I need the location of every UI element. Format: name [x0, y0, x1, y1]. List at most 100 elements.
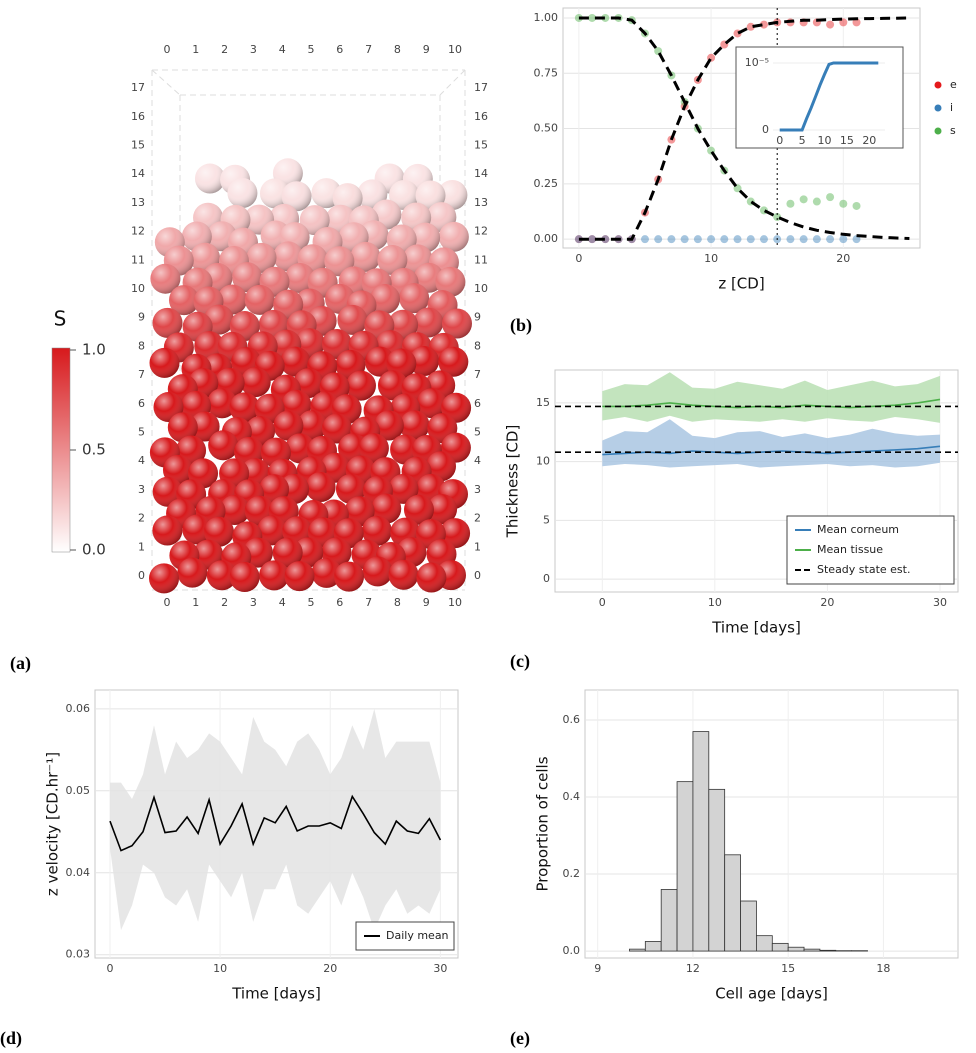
cell-shade: [177, 557, 208, 588]
x-tick-label: 6: [336, 43, 343, 56]
y-tick-label: 5: [138, 426, 145, 439]
x-tick-label: 4: [279, 43, 286, 56]
y-tick-label: 1: [474, 540, 481, 553]
x-tick-label: 1: [192, 43, 199, 56]
x-tick-label: 6: [336, 596, 343, 609]
y-tick-label: 13: [474, 196, 488, 209]
y-tick-label: 8: [474, 339, 481, 352]
y-tick-label: 0: [543, 572, 550, 585]
cell-shade: [232, 262, 263, 293]
y-tick-label: 4: [138, 454, 145, 467]
bar: [756, 935, 773, 952]
y-tick-label: 0.0: [563, 944, 581, 957]
y-tick-label: 1: [138, 540, 145, 553]
point: [588, 235, 597, 244]
y-tick-label: 8: [138, 339, 145, 352]
y-axis-title: Proportion of cells: [534, 756, 552, 891]
x-tick-label: 30: [933, 596, 947, 609]
cell-shade: [388, 473, 419, 504]
y-tick-label: 12: [474, 225, 488, 238]
y-tick-label: 0.00: [534, 232, 559, 245]
x-tick-label: 8: [394, 43, 401, 56]
inset-x-tick-label: 5: [799, 134, 806, 147]
y-tick-label: 0: [138, 569, 145, 582]
y-tick-label: 3: [474, 483, 481, 496]
y-tick-label: 10: [131, 282, 145, 295]
cell-shade: [337, 304, 368, 335]
cell-shade: [227, 178, 258, 209]
legend-label: i: [950, 101, 953, 114]
cell-shade: [293, 368, 324, 399]
bar: [629, 948, 646, 952]
cell-shade: [150, 263, 181, 294]
y-tick-label: 0.2: [563, 867, 581, 880]
cell-shade: [389, 179, 420, 210]
point: [826, 235, 835, 244]
y-tick-label: 15: [131, 139, 145, 152]
point: [839, 199, 848, 208]
fit-curve: [578, 16, 910, 240]
panel-label: (d): [0, 1028, 22, 1049]
y-tick-label: 0.25: [534, 177, 559, 190]
x-tick-label: 0: [599, 596, 606, 609]
x-tick-label: 5: [308, 596, 315, 609]
cell-shade: [189, 411, 220, 442]
cell-shade: [229, 562, 260, 593]
inset-x-tick-label: 0: [776, 134, 783, 147]
point: [746, 22, 755, 31]
x-tick-label: 30: [433, 962, 447, 975]
bar: [771, 942, 789, 952]
band: [602, 419, 940, 468]
cell-shade: [427, 494, 458, 525]
x-tick-label: 12: [686, 962, 700, 975]
cell-shade: [229, 392, 260, 423]
y-tick-label: 15: [536, 396, 550, 409]
cell-shade: [438, 346, 469, 377]
cell-shade: [399, 410, 430, 441]
cell-shade: [203, 516, 234, 547]
cell-shade: [152, 307, 183, 338]
wire: [439, 69, 466, 96]
cell-shade: [167, 412, 198, 443]
cell-shade: [281, 181, 312, 212]
legend-label: Mean tissue: [817, 543, 883, 556]
y-tick-label: 16: [131, 110, 145, 123]
y-tick-label: 0.75: [534, 66, 559, 79]
y-tick-label: 0.4: [563, 790, 581, 803]
inset-x-tick-label: 20: [862, 134, 876, 147]
point: [574, 235, 583, 244]
x-axis-title: Cell age [days]: [715, 985, 828, 1003]
cell-shade: [257, 515, 288, 546]
y-tick-label: 0.50: [534, 122, 559, 135]
cell-shade: [259, 560, 290, 591]
bar: [660, 889, 678, 952]
colorbar-tick-label: 1.0: [82, 341, 106, 359]
y-tick-label: 0.6: [563, 713, 581, 726]
cell-shade: [208, 430, 239, 461]
x-tick-label: 0: [164, 596, 171, 609]
x-tick-label: 9: [594, 962, 601, 975]
point: [812, 235, 821, 244]
x-tick-label: 9: [423, 596, 430, 609]
x-tick-label: 18: [876, 962, 890, 975]
bar: [692, 731, 710, 952]
x-tick-label: 0: [575, 252, 582, 265]
x-axis-title: z [CD]: [718, 275, 764, 293]
y-tick-label: 0.05: [66, 784, 91, 797]
y-axis-title: z velocity [CD.hr⁻¹]: [44, 752, 62, 896]
cell-shade: [182, 514, 213, 545]
y-axis-title: Thickness [CD]: [504, 425, 522, 539]
cell-shade: [377, 370, 408, 401]
cell-shade: [149, 347, 180, 378]
x-tick-label: 7: [365, 596, 372, 609]
y-tick-label: 6: [474, 397, 481, 410]
legend-marker: [934, 104, 942, 112]
cell-shade: [425, 451, 456, 482]
cell-shade: [358, 433, 389, 464]
point: [733, 235, 742, 244]
cell-shade: [149, 563, 180, 594]
point: [693, 235, 702, 244]
y-tick-label: 14: [474, 167, 488, 180]
point: [786, 199, 795, 208]
x-tick-label: 20: [323, 962, 337, 975]
